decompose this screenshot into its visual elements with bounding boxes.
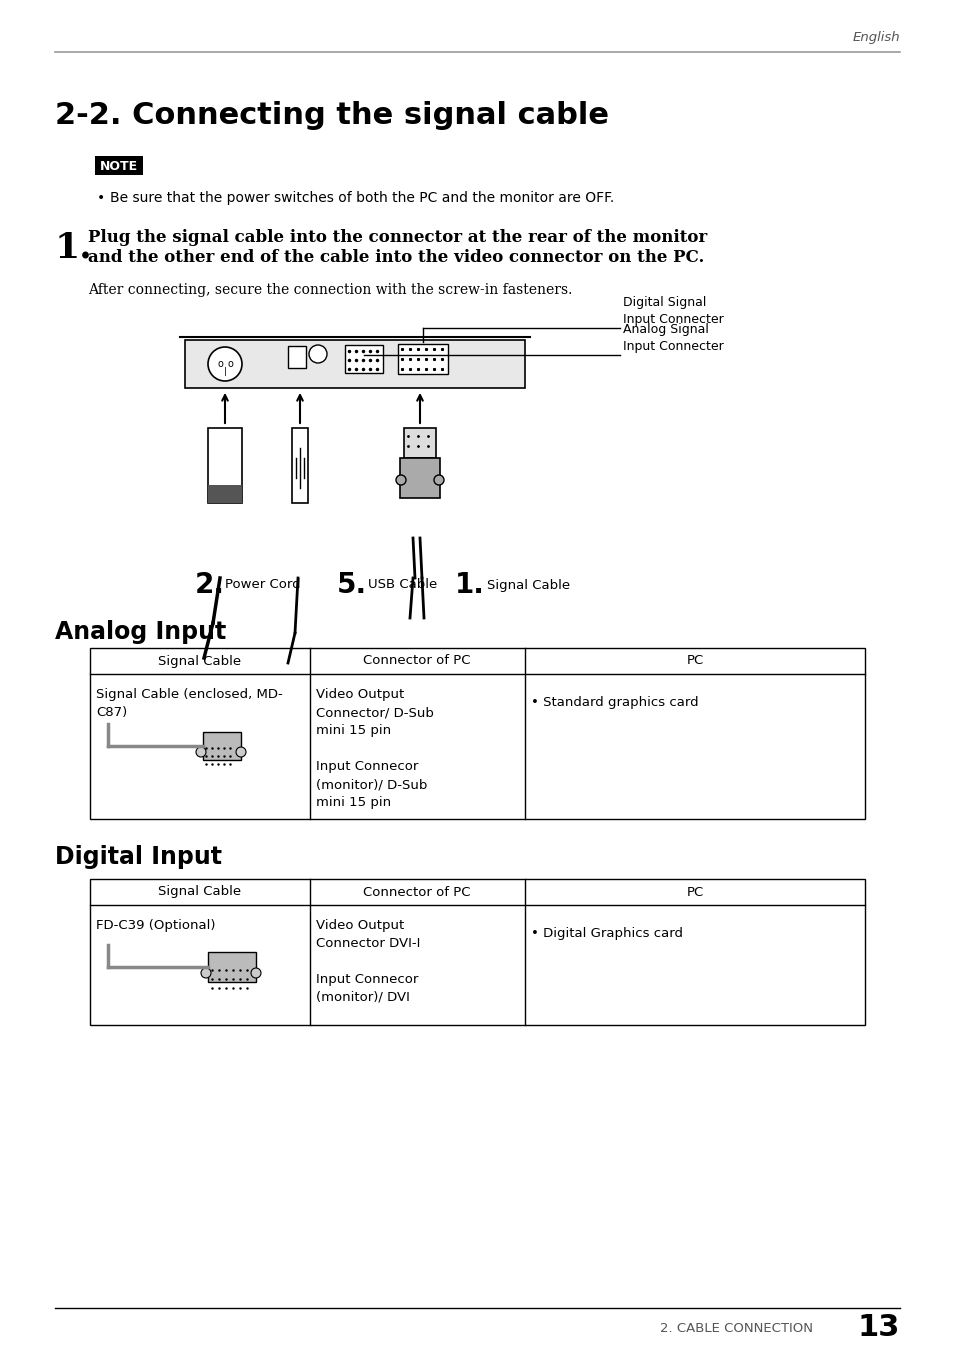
Text: After connecting, secure the connection with the screw-in fasteners.: After connecting, secure the connection … (88, 283, 572, 297)
Text: •: • (97, 191, 105, 205)
Text: 1.: 1. (55, 231, 92, 264)
Text: PC: PC (685, 655, 703, 667)
Text: Signal Cable: Signal Cable (158, 886, 241, 899)
Circle shape (309, 345, 327, 363)
Circle shape (208, 346, 242, 381)
Text: Analog Signal
Input Connecter: Analog Signal Input Connecter (622, 324, 723, 353)
Text: o: o (227, 359, 233, 369)
Text: o: o (217, 359, 223, 369)
Text: NOTE: NOTE (100, 159, 138, 173)
Text: Video Output
Connector DVI-I

Input Connecor
(monitor)/ DVI: Video Output Connector DVI-I Input Conne… (315, 919, 420, 1004)
Circle shape (235, 747, 246, 758)
Circle shape (201, 968, 211, 979)
Bar (288, 346, 306, 368)
Text: 2. CABLE CONNECTION: 2. CABLE CONNECTION (659, 1321, 812, 1335)
Bar (397, 344, 448, 373)
Circle shape (251, 968, 261, 979)
Text: Signal Cable (enclosed, MD-
C87): Signal Cable (enclosed, MD- C87) (96, 687, 282, 718)
Bar (203, 732, 241, 760)
Text: • Digital Graphics card: • Digital Graphics card (531, 927, 682, 940)
Bar (208, 429, 242, 503)
Text: 5.: 5. (336, 572, 367, 599)
Text: 13: 13 (857, 1313, 899, 1343)
Text: and the other end of the cable into the video connector on the PC.: and the other end of the cable into the … (88, 249, 703, 267)
Text: English: English (851, 31, 899, 44)
Text: Plug the signal cable into the connector at the rear of the monitor: Plug the signal cable into the connector… (88, 229, 706, 247)
Bar (208, 952, 255, 981)
Text: |: | (223, 367, 226, 376)
Text: Analog Input: Analog Input (55, 620, 226, 644)
Bar (345, 345, 382, 373)
Bar (292, 429, 308, 503)
Text: • Standard graphics card: • Standard graphics card (531, 696, 698, 709)
Text: 1.: 1. (455, 572, 484, 599)
Text: Connector of PC: Connector of PC (363, 886, 470, 899)
Text: Signal Cable: Signal Cable (158, 655, 241, 667)
Bar (95, 156, 143, 175)
Text: Connector of PC: Connector of PC (363, 655, 470, 667)
Bar (399, 458, 439, 497)
Text: Digital Signal
Input Connecter: Digital Signal Input Connecter (622, 297, 723, 326)
Bar (403, 429, 436, 458)
Text: 2-2. Connecting the signal cable: 2-2. Connecting the signal cable (55, 101, 608, 129)
Bar (185, 340, 524, 388)
Circle shape (434, 474, 443, 485)
Circle shape (195, 747, 206, 758)
Bar (90, 648, 864, 820)
Text: FD-C39 (Optional): FD-C39 (Optional) (96, 919, 215, 931)
Text: Power Cord: Power Cord (225, 578, 300, 592)
Bar (208, 485, 242, 503)
Text: PC: PC (685, 886, 703, 899)
Bar (90, 879, 864, 1024)
Text: Digital Input: Digital Input (55, 845, 222, 869)
Text: Be sure that the power switches of both the PC and the monitor are OFF.: Be sure that the power switches of both … (110, 191, 614, 205)
Circle shape (395, 474, 406, 485)
Text: Video Output
Connector/ D-Sub
mini 15 pin

Input Connecor
(monitor)/ D-Sub
mini : Video Output Connector/ D-Sub mini 15 pi… (315, 687, 434, 809)
Text: Signal Cable: Signal Cable (486, 578, 570, 592)
Text: 2.: 2. (194, 572, 225, 599)
Text: USB Cable: USB Cable (368, 578, 436, 592)
